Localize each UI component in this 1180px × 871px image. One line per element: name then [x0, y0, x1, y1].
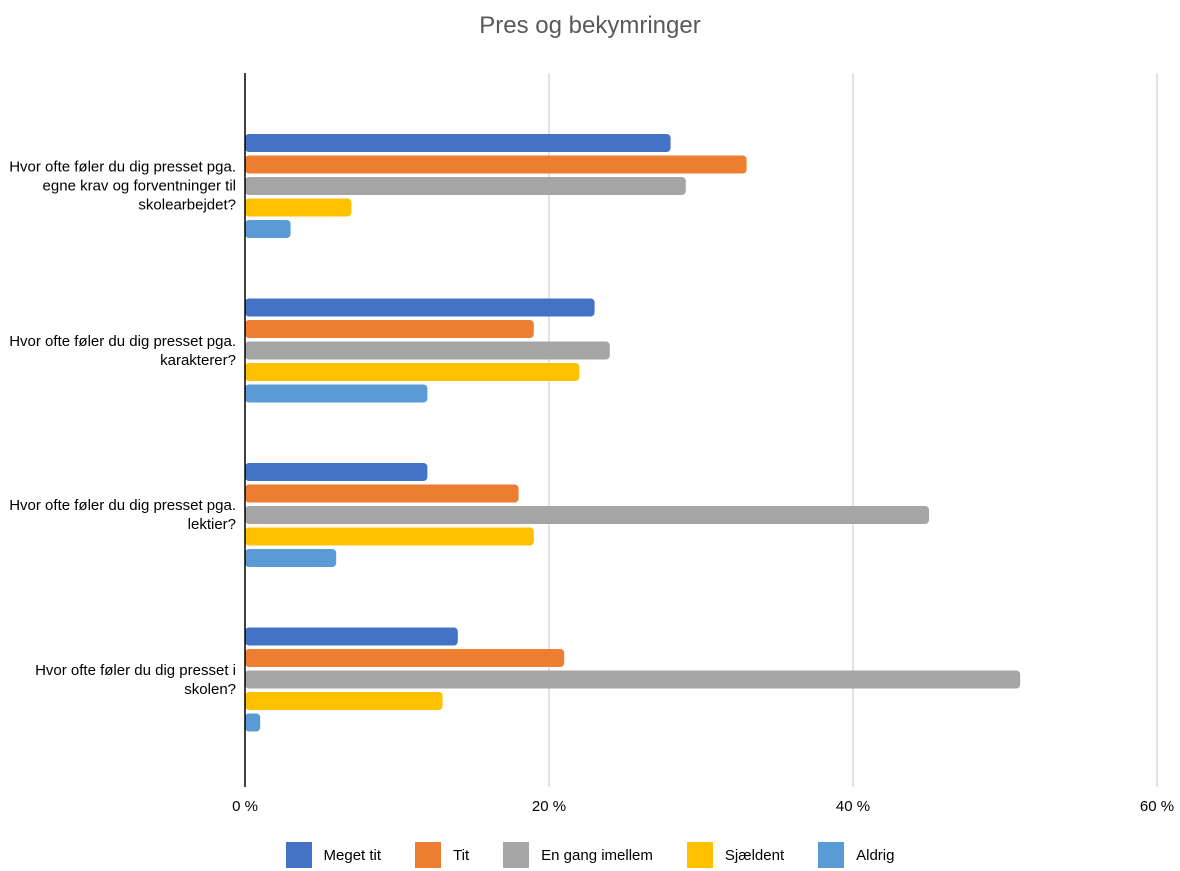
x-tick-label: 0 %: [232, 798, 258, 815]
bar-en-gang-imellem-2: [245, 341, 610, 360]
category-label-1: Hvor ofte føler du dig presset pga. egne…: [9, 158, 236, 214]
x-tick-label: 20 %: [532, 798, 566, 815]
category-label-3: Hvor ofte føler du dig presset pga. lekt…: [9, 497, 236, 533]
chart-title: Pres og bekymringer: [479, 12, 701, 39]
bar-meget-tit-2: [245, 298, 595, 317]
bar-tit-4: [245, 649, 565, 667]
legend-item-tit: Tit: [415, 842, 469, 868]
bar-en-gang-imellem-3: [245, 506, 929, 524]
bar-sjældent-1: [245, 198, 352, 217]
bar-en-gang-imellem-1: [245, 177, 686, 195]
legend-swatch: [285, 842, 312, 868]
x-tick-label: 60 %: [1140, 798, 1174, 815]
bar-sjældent-4: [245, 692, 443, 710]
x-tick-label: 40 %: [836, 798, 870, 815]
legend-swatch: [818, 842, 845, 868]
bar-tit-3: [245, 484, 519, 503]
bar-en-gang-imellem-4: [245, 670, 1021, 689]
bar-aldrig-2: [245, 384, 428, 403]
legend-item-meget-tit: Meget tit: [285, 842, 382, 868]
bar-sjældent-3: [245, 527, 534, 546]
legend-label: Sjældent: [724, 846, 785, 864]
bar-meget-tit-3: [245, 463, 428, 481]
legend-label: Aldrig: [856, 846, 895, 864]
category-label-4: Hvor ofte føler du dig presset i skolen?: [35, 661, 236, 698]
bar-aldrig-3: [245, 549, 337, 567]
bar-aldrig-4: [245, 713, 261, 732]
bar-meget-tit-1: [245, 134, 671, 152]
legend-swatch: [686, 842, 713, 868]
legend: Meget tit Tit En gang imellem Sjældent Aldri…: [0, 842, 1180, 868]
legend-label: Tit: [453, 846, 470, 864]
legend-label: Meget tit: [323, 846, 382, 864]
legend-item-sjældent: Sjældent: [686, 842, 785, 868]
legend-swatch: [503, 842, 530, 868]
bar-tit-1: [245, 155, 747, 174]
bar-sjældent-2: [245, 363, 580, 381]
bar-aldrig-1: [245, 220, 291, 238]
legend-item-aldrig: Aldrig: [818, 842, 894, 868]
legend-label: En gang imellem: [541, 846, 653, 864]
category-label-2: Hvor ofte føler du dig presset pga. kara…: [9, 332, 236, 369]
bar-meget-tit-4: [245, 627, 458, 646]
bar-tit-2: [245, 320, 534, 338]
legend-item-en-gang-imellem: En gang imellem: [503, 842, 653, 868]
legend-swatch: [415, 842, 442, 868]
